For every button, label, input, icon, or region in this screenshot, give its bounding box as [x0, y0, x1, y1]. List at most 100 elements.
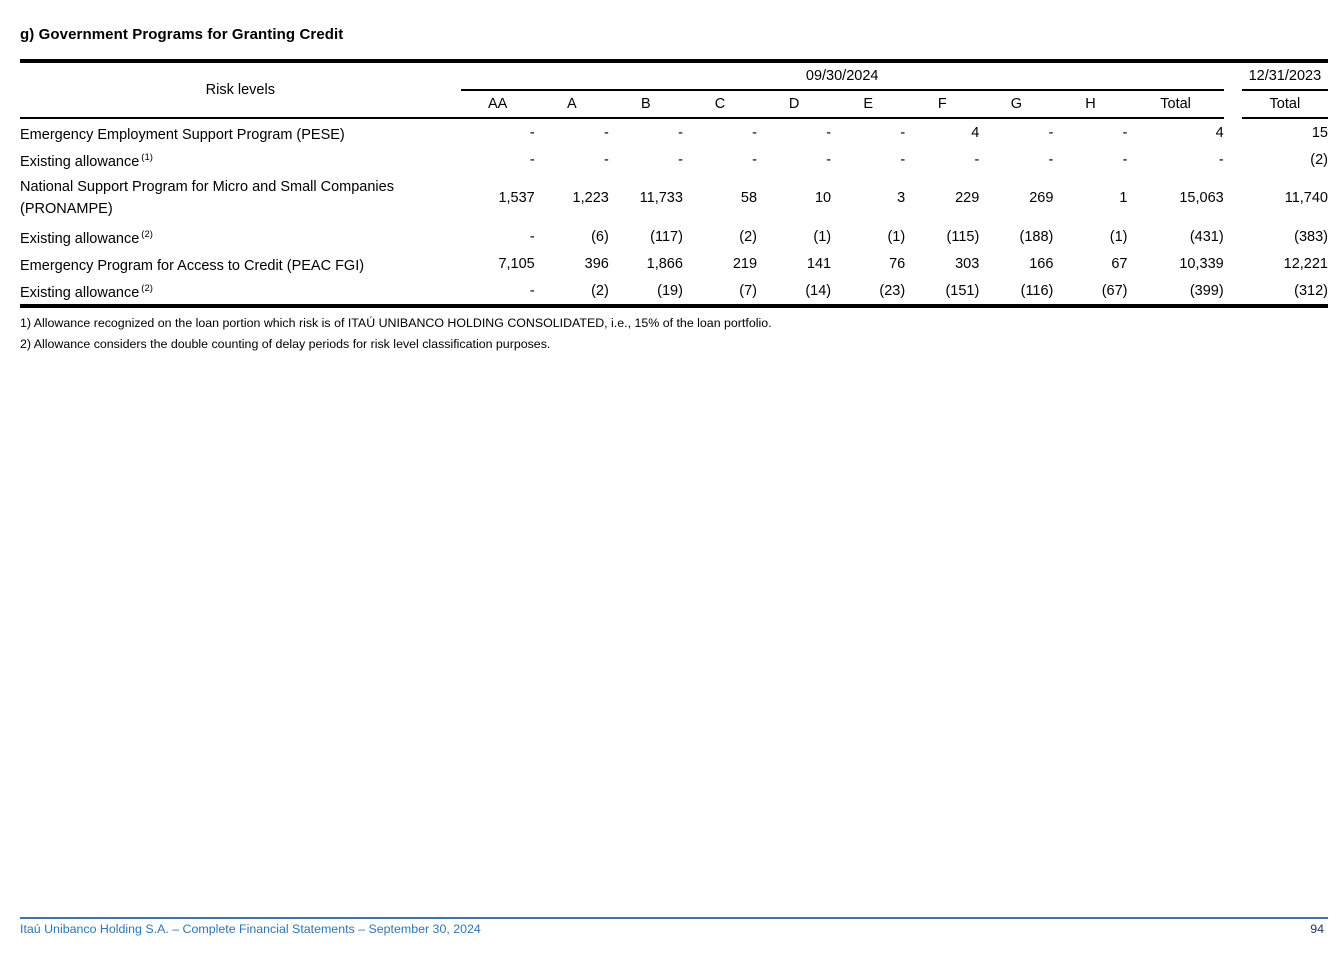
cell-d: 141 — [806, 255, 832, 272]
row-label-text: Existing allowance — [20, 230, 140, 247]
row-label: Existing allowance (2) — [20, 277, 461, 308]
cell-b: 11,733 — [639, 190, 683, 206]
cell-h: 1 — [1119, 190, 1128, 206]
footnote-2: 2) Allowance considers the double counti… — [20, 337, 551, 351]
cell-aa: 7,105 — [498, 255, 535, 272]
footer-text: Itaú Unibanco Holding S.A. – Complete Fi… — [20, 922, 481, 936]
cell-aa: - — [460, 277, 535, 308]
col-header-c: C — [682, 90, 758, 119]
table-row-allowance-1: Existing allowance (1) - - - - - - - - - … — [20, 146, 1328, 173]
cell-aa: - — [529, 124, 535, 141]
footnotes: 1) Allowance recognized on the loan port… — [20, 315, 1328, 353]
cell-total: (399) — [1127, 277, 1224, 308]
cell-h: - — [1122, 151, 1128, 168]
cell-h: (1) — [1109, 228, 1128, 245]
col-header-h: H — [1053, 90, 1128, 119]
spacer-cell — [1224, 146, 1242, 173]
header-row-columns: AA A B C D E F G H Total Total — [20, 90, 1328, 119]
period-prior-header: 12/31/2023 — [1241, 59, 1328, 91]
cell-prior-total: 11,740 — [1284, 190, 1328, 206]
page-number: 94 — [1310, 922, 1324, 936]
cell-prior-total: (383) — [1294, 228, 1328, 245]
cell-b: (19) — [608, 277, 683, 308]
cell-g: (116) — [979, 277, 1054, 308]
row-label: National Support Program for Micro and S… — [20, 173, 461, 223]
spacer-cell — [1224, 173, 1242, 223]
cell-d: 10 — [814, 190, 832, 206]
footnote-ref: (1) — [141, 151, 153, 163]
cell-a: 1,223 — [572, 190, 609, 206]
cell-aa: - — [529, 151, 535, 168]
spacer-cell — [1224, 118, 1242, 146]
cell-h: - — [1122, 124, 1128, 141]
table-row-allowance-3: Existing allowance (2) - (2) (19) (7) (14… — [20, 277, 1328, 308]
col-header-g: G — [979, 90, 1054, 119]
cell-f: (115) — [946, 228, 980, 245]
cell-d: - — [826, 151, 832, 168]
col-header-aa: AA — [460, 90, 535, 119]
cell-e: - — [900, 151, 906, 168]
page-title: g) Government Programs for Granting Cred… — [20, 26, 344, 43]
spacer-cell — [1224, 250, 1242, 277]
cell-b: - — [678, 151, 683, 168]
cell-f: (151) — [905, 277, 980, 308]
row-label-text: National Support Program for Micro and S… — [20, 178, 394, 217]
col-header-d: D — [757, 90, 832, 119]
cell-e: (1) — [887, 228, 906, 245]
row-label-text: Existing allowance — [20, 153, 140, 170]
table-row-pronampe: National Support Program for Micro and S… — [20, 173, 1328, 223]
footnote-1: 1) Allowance recognized on the loan port… — [20, 316, 772, 330]
cell-prior-total: 15 — [1311, 124, 1328, 141]
col-header-total: Total — [1127, 90, 1224, 119]
column-spacer — [1223, 59, 1242, 118]
government-programs-table: Risk levels 09/30/2024 12/31/2023 AA A B… — [20, 59, 1328, 308]
cell-c: (2) — [739, 228, 758, 245]
col-header-prior-total: Total — [1241, 90, 1328, 119]
cell-g: 166 — [1029, 255, 1054, 272]
cell-total: 10,339 — [1179, 255, 1224, 272]
cell-g: 269 — [1029, 190, 1054, 206]
cell-f: 303 — [955, 255, 980, 272]
cell-f: 4 — [971, 124, 980, 141]
spacer-cell — [1223, 277, 1242, 308]
cell-a: - — [603, 151, 609, 168]
row-label-text: Existing allowance — [20, 284, 140, 301]
row-label: Existing allowance (1) — [20, 146, 461, 173]
cell-aa: 1,537 — [498, 190, 535, 206]
cell-a: (2) — [534, 277, 609, 308]
cell-h: (67) — [1053, 277, 1128, 308]
cell-f: - — [974, 151, 980, 168]
cell-c: - — [752, 124, 758, 141]
cell-e: (23) — [831, 277, 906, 308]
header-row-periods: Risk levels 09/30/2024 12/31/2023 — [20, 59, 1328, 119]
col-header-a: A — [534, 90, 609, 119]
cell-b: - — [678, 124, 683, 141]
row-label: Existing allowance (2) — [20, 223, 461, 250]
cell-a: - — [603, 124, 609, 141]
cell-total: 4 — [1215, 124, 1224, 141]
page-footer: Itaú Unibanco Holding S.A. – Complete Fi… — [20, 917, 1328, 936]
row-label: Emergency Program for Access to Credit (… — [20, 250, 461, 277]
cell-d: - — [826, 124, 832, 141]
cell-e: 3 — [897, 190, 906, 206]
row-label-text: Emergency Program for Access to Credit (… — [20, 257, 365, 274]
row-label-text: Emergency Employment Support Program (PE… — [20, 126, 345, 143]
cell-f: 229 — [955, 190, 980, 206]
cell-g: - — [1048, 151, 1054, 168]
cell-e: 76 — [889, 255, 906, 272]
period-current-header: 09/30/2024 — [460, 59, 1224, 91]
cell-total: (431) — [1189, 228, 1224, 245]
cell-d: (1) — [813, 228, 832, 245]
cell-c: 219 — [732, 255, 758, 272]
cell-total: 15,063 — [1179, 190, 1224, 206]
row-label: Emergency Employment Support Program (PE… — [20, 118, 461, 146]
table-row-pese: Emergency Employment Support Program (PE… — [20, 118, 1328, 146]
footnote-ref: (2) — [141, 228, 153, 240]
cell-e: - — [900, 124, 906, 141]
document-page: g) Government Programs for Granting Cred… — [20, 0, 1328, 357]
cell-total: - — [1218, 151, 1224, 168]
cell-a: 396 — [584, 255, 609, 272]
col-header-b: B — [608, 90, 683, 119]
col-header-e: E — [831, 90, 906, 119]
cell-c: (7) — [682, 277, 758, 308]
